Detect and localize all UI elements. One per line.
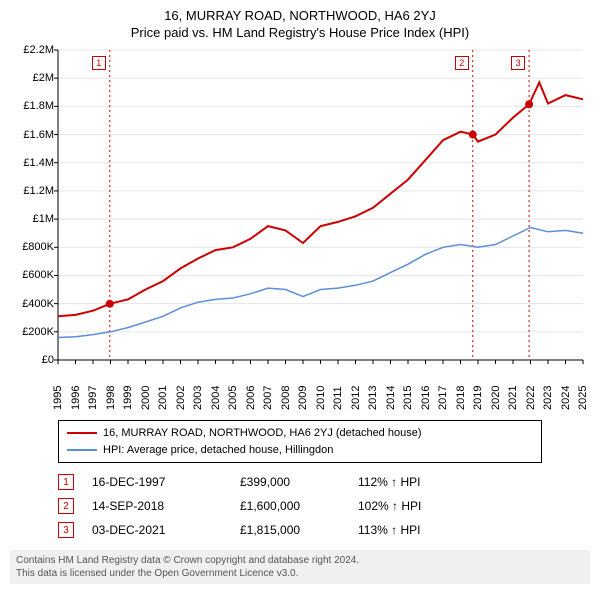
marker-hpi: 112% ↑ HPI [358,475,458,489]
legend-label: HPI: Average price, detached house, Hill… [103,442,333,459]
y-tick-label: £800K [10,241,54,253]
marker-table: 1 16-DEC-1997 £399,000 112% ↑ HPI 2 14-S… [58,470,458,542]
legend-label: 16, MURRAY ROAD, NORTHWOOD, HA6 2YJ (det… [103,425,422,442]
marker-badge: 1 [58,474,74,490]
x-tick-label: 2020 [490,368,502,410]
x-tick-label: 2023 [542,368,554,410]
x-tick-label: 2002 [175,368,187,410]
x-tick-label: 2004 [210,368,222,410]
marker-date: 03-DEC-2021 [92,523,222,537]
y-tick-label: £1.2M [10,185,54,197]
marker-row: 1 16-DEC-1997 £399,000 112% ↑ HPI [58,470,458,494]
legend-swatch [67,449,97,451]
y-tick-label: £1.8M [10,100,54,112]
x-tick-label: 2010 [315,368,327,410]
x-tick-label: 2011 [332,368,344,410]
x-tick-label: 2024 [560,368,572,410]
chart-marker-badge: 3 [511,56,525,70]
x-tick-label: 2009 [297,368,309,410]
y-tick-label: £1.6M [10,129,54,141]
marker-date: 14-SEP-2018 [92,499,222,513]
footer: Contains HM Land Registry data © Crown c… [10,550,590,584]
marker-hpi: 113% ↑ HPI [358,523,458,537]
x-tick-label: 2003 [192,368,204,410]
footer-line: This data is licensed under the Open Gov… [16,567,584,580]
legend-item: HPI: Average price, detached house, Hill… [67,442,533,459]
x-tick-label: 1995 [52,368,64,410]
x-tick-label: 1998 [105,368,117,410]
plot-area [58,50,583,360]
marker-row: 2 14-SEP-2018 £1,600,000 102% ↑ HPI [58,494,458,518]
chart-marker-badge: 2 [455,56,469,70]
chart-marker-badge: 1 [92,56,106,70]
x-tick-label: 2006 [245,368,257,410]
x-tick-label: 2012 [350,368,362,410]
x-tick-label: 2016 [420,368,432,410]
x-tick-label: 2013 [367,368,379,410]
footer-line: Contains HM Land Registry data © Crown c… [16,554,584,567]
x-tick-label: 2017 [437,368,449,410]
marker-price: £399,000 [240,475,340,489]
y-tick-label: £200K [10,326,54,338]
plot-svg [58,50,583,360]
y-tick-label: £2M [10,72,54,84]
marker-badge: 2 [58,498,74,514]
x-tick-label: 1996 [70,368,82,410]
legend-swatch [67,432,97,434]
x-tick-label: 2021 [507,368,519,410]
x-tick-label: 2018 [455,368,467,410]
x-tick-label: 2005 [227,368,239,410]
chart-area: £0 £200K £400K £600K £800K £1M £1.2M £1.4M £1.6M… [10,50,590,410]
y-tick-label: £2.2M [10,44,54,56]
x-tick-label: 2007 [262,368,274,410]
x-tick-label: 1999 [122,368,134,410]
y-tick-label: £400K [10,298,54,310]
legend: 16, MURRAY ROAD, NORTHWOOD, HA6 2YJ (det… [58,420,542,463]
x-tick-label: 2001 [157,368,169,410]
x-tick-label: 1997 [87,368,99,410]
y-tick-label: £1M [10,213,54,225]
x-tick-label: 2019 [472,368,484,410]
chart-container: 16, MURRAY ROAD, NORTHWOOD, HA6 2YJ Pric… [0,0,600,590]
marker-price: £1,815,000 [240,523,340,537]
y-tick-label: £1.4M [10,157,54,169]
marker-hpi: 102% ↑ HPI [358,499,458,513]
x-tick-label: 2015 [402,368,414,410]
y-tick-label: £0 [10,354,54,366]
chart-subtitle: Price paid vs. HM Land Registry's House … [0,23,600,46]
marker-badge: 3 [58,522,74,538]
chart-title: 16, MURRAY ROAD, NORTHWOOD, HA6 2YJ [0,0,600,23]
marker-row: 3 03-DEC-2021 £1,815,000 113% ↑ HPI [58,518,458,542]
y-tick-label: £600K [10,269,54,281]
legend-item: 16, MURRAY ROAD, NORTHWOOD, HA6 2YJ (det… [67,425,533,442]
marker-date: 16-DEC-1997 [92,475,222,489]
x-tick-label: 2025 [577,368,589,410]
marker-price: £1,600,000 [240,499,340,513]
x-tick-label: 2022 [525,368,537,410]
x-tick-label: 2008 [280,368,292,410]
x-tick-label: 2014 [385,368,397,410]
x-tick-label: 2000 [140,368,152,410]
